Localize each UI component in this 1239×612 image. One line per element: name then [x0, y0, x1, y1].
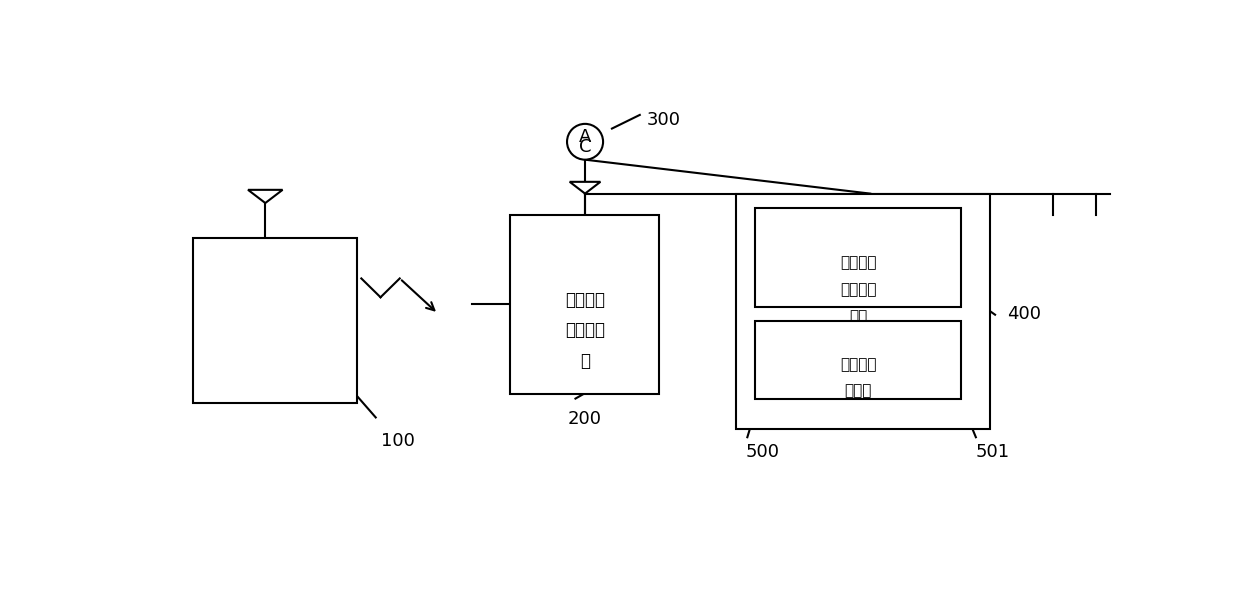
Text: A: A — [579, 129, 591, 146]
Text: 100: 100 — [380, 431, 414, 450]
Text: 载波频率: 载波频率 — [565, 291, 605, 308]
Text: 300: 300 — [647, 111, 680, 129]
FancyBboxPatch shape — [755, 207, 961, 307]
Text: 信号检测: 信号检测 — [840, 282, 876, 297]
Ellipse shape — [567, 124, 603, 160]
FancyBboxPatch shape — [755, 321, 961, 398]
FancyBboxPatch shape — [193, 239, 357, 403]
Text: 器: 器 — [580, 352, 590, 370]
FancyBboxPatch shape — [736, 193, 990, 429]
Text: 电路: 电路 — [849, 309, 867, 324]
Polygon shape — [248, 190, 282, 203]
Text: C: C — [579, 138, 591, 156]
Text: 200: 200 — [567, 411, 602, 428]
Text: 400: 400 — [1006, 305, 1041, 323]
Polygon shape — [570, 182, 601, 193]
Text: 信号转换: 信号转换 — [565, 321, 605, 339]
Text: 501: 501 — [976, 443, 1010, 461]
Text: 节能灯控: 节能灯控 — [840, 357, 876, 371]
FancyBboxPatch shape — [510, 215, 659, 394]
Text: 500: 500 — [746, 443, 779, 461]
Text: 低频载波: 低频载波 — [840, 255, 876, 271]
Text: 制电路: 制电路 — [845, 384, 872, 398]
